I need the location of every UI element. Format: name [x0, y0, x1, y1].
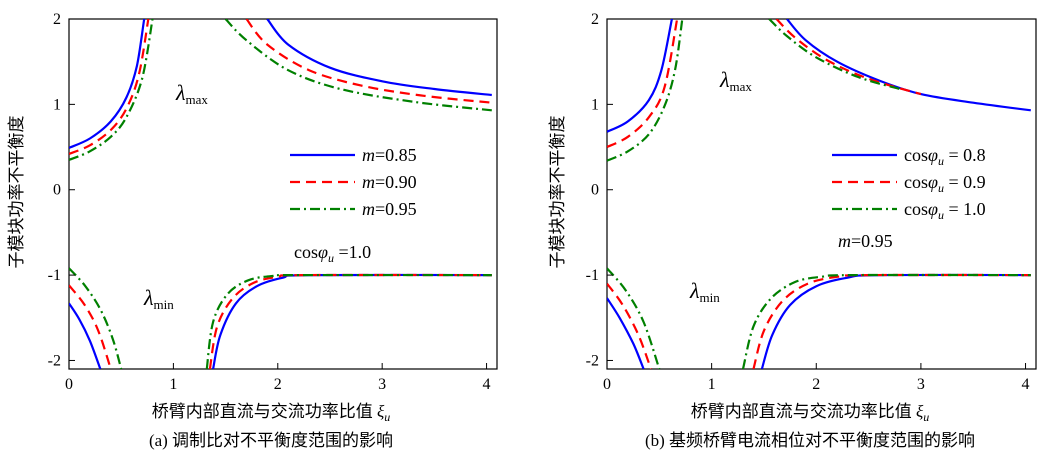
y-tick-label-a--1: -1: [48, 267, 61, 284]
x-tick-label-a-3: 3: [378, 376, 386, 393]
series-line-a-0: [69, 19, 146, 149]
lambda-max-label-b: λmax: [719, 67, 752, 94]
x-axis-label-a: 桥臂内部直流与交流功率比值 ξu: [152, 402, 391, 424]
legend-a: m=0.85 m=0.90 m=0.95: [290, 145, 417, 219]
series-line-b-10: [752, 273, 1031, 369]
series-line-b-6: [607, 297, 645, 369]
y-axis-label-b: 子模块功率不平衡度: [548, 116, 567, 269]
series-line-a-5: [224, 19, 492, 112]
x-tick-label-b-4: 4: [1022, 376, 1030, 393]
series-line-b-8: [607, 267, 661, 369]
lambda-min-label-b: λmin: [689, 278, 720, 305]
curves-a: [69, 19, 492, 369]
legend-label-a-2: m=0.95: [362, 199, 417, 219]
series-line-b-1: [607, 19, 679, 148]
series-line-b-2: [607, 19, 684, 162]
x-tick-label-b-1: 1: [708, 376, 716, 393]
ticks-b: 0 1 2 3 4 2 1 0 -1 -2: [586, 11, 1030, 393]
x-tick-label-a-2: 2: [274, 376, 282, 393]
legend-label-a-0: m=0.85: [362, 145, 417, 165]
y-axis-label-a: 子模块功率不平衡度: [7, 116, 26, 269]
legend-b: cosφu = 0.8 cosφu = 0.9 cosφu = 1.0: [832, 145, 986, 222]
series-line-b-11: [741, 273, 1031, 369]
series-line-b-5: [768, 19, 901, 91]
series-line-a-8: [69, 267, 123, 369]
series-line-b-0: [607, 19, 673, 133]
y-tick-label-a-2: 2: [53, 11, 61, 28]
series-line-a-7: [69, 284, 112, 369]
x-tick-label-a-0: 0: [65, 376, 73, 393]
series-line-a-4: [245, 19, 492, 104]
cos-phi-annotation-a: cosφu =1.0: [294, 242, 371, 265]
x-tick-label-b-2: 2: [812, 376, 820, 393]
legend-label-b-2: cosφu = 1.0: [904, 199, 986, 222]
series-line-b-4: [775, 19, 922, 96]
ticks-a: 0 1 2 3 4 2 1 0 -1 -2: [48, 11, 491, 393]
series-line-a-1: [69, 19, 150, 155]
y-tick-label-a-1: 1: [53, 96, 61, 113]
legend-label-a-1: m=0.90: [362, 172, 417, 192]
x-tick-label-b-3: 3: [917, 376, 925, 393]
y-tick-label-b-1: 1: [591, 96, 599, 113]
series-line-b-3: [786, 19, 1031, 112]
series-line-b-7: [607, 282, 652, 369]
lambda-max-label-a: λmax: [175, 80, 208, 107]
m-annotation-b: m=0.95: [838, 231, 893, 251]
y-tick-label-b-2: 2: [591, 11, 599, 28]
x-tick-label-a-1: 1: [169, 376, 177, 393]
plot-frame-a: [68, 18, 498, 370]
caption-a: (a) 调制比对不平衡度范围的影响: [149, 431, 393, 450]
series-line-a-2: [69, 19, 154, 161]
y-tick-label-a-0: 0: [53, 182, 61, 199]
legend-label-b-0: cosφu = 0.8: [904, 145, 986, 168]
series-line-a-6: [69, 302, 102, 369]
panel-a: 0 1 2 3 4 2 1 0 -1 -2 m=0.85 m=0.90 m=0.95 λmax λmi…: [7, 11, 498, 450]
x-axis-label-b: 桥臂内部直流与交流功率比值 ξu: [691, 402, 930, 424]
x-tick-label-b-0: 0: [603, 376, 611, 393]
y-tick-label-b--1: -1: [586, 267, 599, 284]
y-tick-label-a--2: -2: [48, 352, 61, 369]
x-tick-label-a-4: 4: [483, 376, 491, 393]
series-line-a-11: [205, 273, 492, 369]
series-line-a-3: [266, 19, 492, 97]
caption-b: (b) 基频桥臂电流相位对不平衡度范围的影响: [645, 431, 975, 450]
plot-frame-b: [606, 18, 1037, 370]
y-tick-label-b-0: 0: [591, 182, 599, 199]
series-line-b-9: [760, 273, 1031, 369]
curves-b: [607, 19, 1031, 369]
series-line-a-9: [212, 273, 492, 369]
legend-label-b-1: cosφu = 0.9: [904, 172, 986, 195]
lambda-min-label-a: λmin: [143, 285, 174, 312]
y-tick-label-b--2: -2: [586, 352, 599, 369]
